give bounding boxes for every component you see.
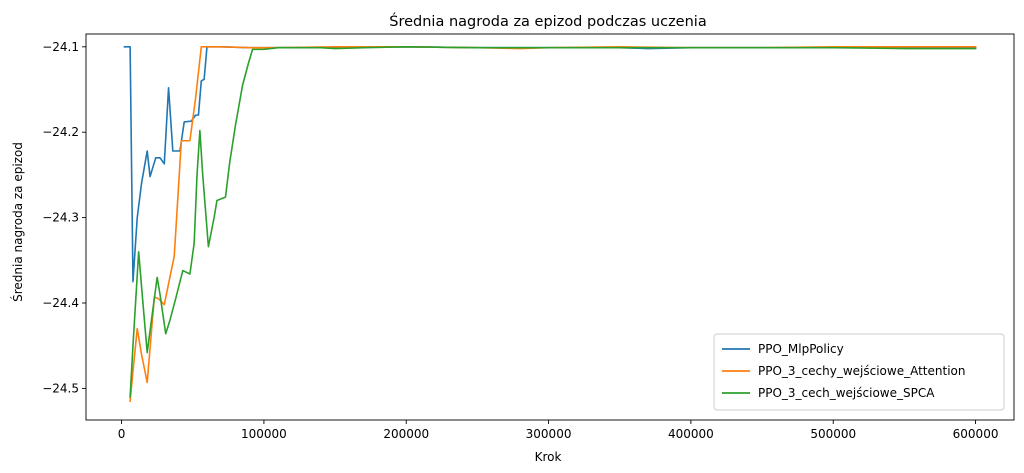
- y-axis-ticks: −24.1 −24.2 −24.3 −24.4 −24.5: [42, 40, 86, 395]
- legend-box: [713, 333, 1005, 411]
- plot-frame: [85, 33, 1015, 421]
- x-axis-label: Krok: [535, 450, 562, 464]
- legend-label-2: PPO_3_cechy_wejściowe_Attention: [758, 364, 965, 378]
- y-tick-label: −24.4: [42, 296, 79, 310]
- y-tick-label: −24.5: [42, 381, 79, 395]
- series-line-3: [129, 46, 977, 398]
- legend: PPO_MlpPolicy PPO_3_cechy_wejściowe_Atten…: [713, 333, 1005, 411]
- legend-label-3: PPO_3_cech_wejściowe_SPCA: [758, 386, 935, 400]
- series-layer: [123, 46, 977, 403]
- x-tick-label: 400000: [668, 427, 714, 441]
- x-tick-label: 300000: [526, 427, 572, 441]
- x-axis-ticks: 0 100000 200000 300000 400000 500000 600000: [118, 420, 999, 441]
- y-tick-label: −24.1: [42, 40, 79, 54]
- y-tick-label: −24.2: [42, 125, 79, 139]
- y-tick-label: −24.3: [42, 211, 79, 225]
- x-tick-label: 200000: [383, 427, 429, 441]
- legend-label-1: PPO_MlpPolicy: [758, 342, 844, 356]
- x-tick-label: 100000: [241, 427, 287, 441]
- x-tick-label: 500000: [810, 427, 856, 441]
- chart-title: Średnia nagroda za epizod podczas uczeni…: [389, 12, 706, 30]
- x-tick-label: 0: [118, 427, 126, 441]
- y-axis-label: Średnia nagroda za epizod: [10, 142, 25, 302]
- x-tick-label: 600000: [953, 427, 999, 441]
